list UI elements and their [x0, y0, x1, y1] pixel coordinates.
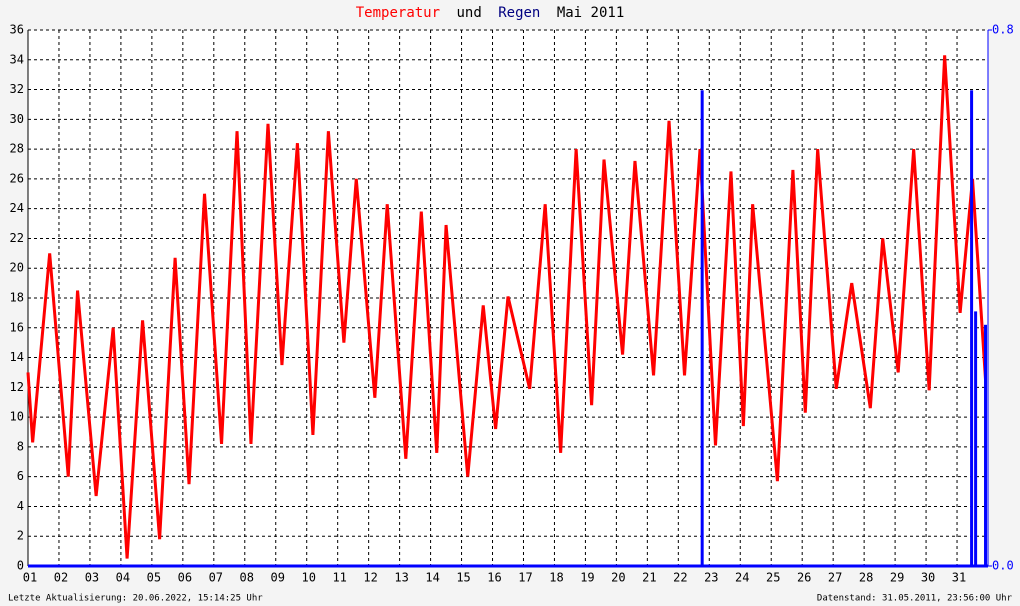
y-tick-label: 24: [10, 201, 24, 215]
x-tick-label: 21: [642, 571, 656, 585]
rain-bar: [700, 90, 704, 567]
y-tick-label: 16: [10, 320, 24, 334]
rain-bar: [974, 311, 978, 566]
y-tick-label: 32: [10, 82, 24, 96]
x-tick-label: 19: [580, 571, 594, 585]
y-tick-label: 30: [10, 112, 24, 126]
y2-tick-label: 0.0: [992, 559, 1014, 573]
rain-bar: [970, 90, 974, 567]
y-tick-label: 14: [10, 350, 24, 364]
x-tick-label: 25: [766, 571, 780, 585]
x-tick-label: 01: [23, 571, 37, 585]
x-tick-label: 10: [301, 571, 315, 585]
y-tick-label: 18: [10, 291, 24, 305]
title-part: Mai 2011: [557, 5, 624, 21]
y-tick-label: 28: [10, 142, 24, 156]
y-tick-label: 8: [17, 439, 24, 453]
x-tick-label: 13: [394, 571, 408, 585]
y-tick-label: 10: [10, 410, 24, 424]
y-tick-label: 20: [10, 261, 24, 275]
x-tick-label: 27: [828, 571, 842, 585]
x-tick-label: 23: [704, 571, 718, 585]
x-tick-label: 29: [890, 571, 904, 585]
x-tick-label: 18: [549, 571, 563, 585]
x-tick-label: 02: [54, 571, 68, 585]
x-tick-label: 24: [735, 571, 749, 585]
title-part: und: [456, 5, 481, 21]
y-tick-label: 4: [17, 499, 24, 513]
footer-right: Datenstand: 31.05.2011, 23:56:00 Uhr: [817, 594, 1013, 604]
temperature-line: [26, 55, 988, 559]
footer-left: Letzte Aktualisierung: 20.06.2022, 15:14…: [8, 594, 263, 604]
x-tick-label: 14: [425, 571, 439, 585]
y-tick-label: 34: [10, 52, 24, 66]
x-tick-label: 07: [209, 571, 223, 585]
x-tick-label: 26: [797, 571, 811, 585]
x-tick-label: 16: [487, 571, 501, 585]
x-tick-label: 03: [85, 571, 99, 585]
x-tick-label: 04: [116, 571, 130, 585]
title-part: Regen: [498, 5, 540, 21]
x-tick-label: 15: [456, 571, 470, 585]
y-tick-label: 26: [10, 171, 24, 185]
y-tick-label: 36: [10, 23, 24, 37]
x-tick-label: 30: [921, 571, 935, 585]
y-tick-label: 6: [17, 469, 24, 483]
x-tick-label: 22: [673, 571, 687, 585]
chart-title: Temperatur und Regen Mai 2011: [356, 5, 625, 21]
y-tick-label: 12: [10, 380, 24, 394]
x-tick-label: 11: [332, 571, 346, 585]
x-tick-label: 31: [952, 571, 966, 585]
x-tick-label: 06: [178, 571, 192, 585]
y-tick-label: 22: [10, 231, 24, 245]
rain-bar: [984, 324, 988, 566]
x-tick-label: 17: [518, 571, 532, 585]
x-tick-label: 08: [240, 571, 254, 585]
x-tick-label: 05: [147, 571, 161, 585]
x-tick-label: 20: [611, 571, 625, 585]
title-part: Temperatur: [356, 5, 440, 21]
y-tick-label: 2: [17, 529, 24, 543]
y-tick-label: 0: [17, 559, 24, 573]
x-tick-label: 28: [859, 571, 873, 585]
x-tick-label: 09: [271, 571, 285, 585]
y2-tick-label: 0.8: [992, 23, 1014, 37]
x-tick-label: 12: [363, 571, 377, 585]
